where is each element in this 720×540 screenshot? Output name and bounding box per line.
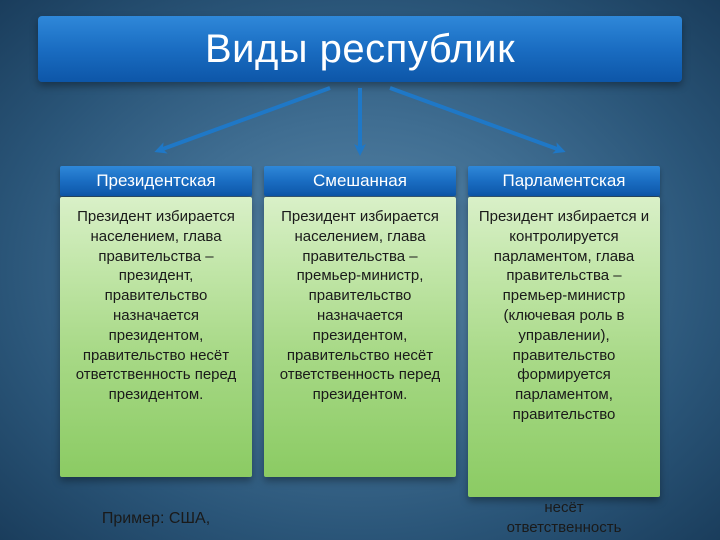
column-header: Парламентская bbox=[468, 166, 660, 196]
arrow-right bbox=[390, 88, 560, 150]
column-body: Президент избирается населением, глава п… bbox=[264, 197, 456, 477]
column-presidential: Президентская Президент избирается насел… bbox=[60, 166, 252, 477]
overflow-text: несёт bbox=[468, 498, 660, 518]
column-header: Смешанная bbox=[264, 166, 456, 196]
branch-arrows bbox=[0, 84, 720, 166]
column-parliamentary: Парламентская Президент избирается и кон… bbox=[468, 166, 660, 497]
overflow-text: ответственность bbox=[468, 518, 660, 538]
column-body: Президент избирается населением, глава п… bbox=[60, 197, 252, 477]
column-body: Президент избирается и контролируется па… bbox=[468, 197, 660, 497]
title-box: Виды республик bbox=[38, 16, 682, 82]
arrow-left bbox=[160, 88, 330, 150]
column-header: Президентская bbox=[60, 166, 252, 196]
example-text: Пример: США, bbox=[60, 510, 252, 528]
page-title: Виды республик bbox=[205, 27, 515, 72]
column-mixed: Смешанная Президент избирается население… bbox=[264, 166, 456, 477]
